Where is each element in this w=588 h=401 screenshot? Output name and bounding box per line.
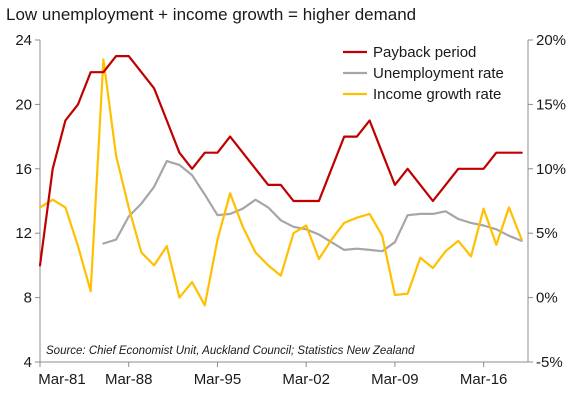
y-right-tick-label: 5%	[536, 225, 558, 242]
series-layer	[38, 55, 523, 307]
x-tick-label: Mar-88	[105, 371, 153, 388]
y-right-tick-label: 10%	[536, 161, 566, 178]
x-tick-label: Mar-81	[38, 371, 86, 388]
axes: 4 8 12 16 20 24 -5% 0% 5% 10% 15% 20% Mar-81 Mar-88 Ma…	[15, 32, 566, 388]
y-right-tick-label: 15%	[536, 96, 566, 113]
y-left-tick-label: 16	[15, 161, 32, 178]
y-left-tick-label: 8	[24, 290, 32, 307]
legend-label: Payback period	[373, 44, 476, 61]
legend: Payback period Unemployment rate Income gr…	[343, 44, 504, 103]
y-left-tick-label: 24	[15, 32, 32, 49]
x-tick-label: Mar-95	[194, 371, 242, 388]
y-right-tick-label: 0%	[536, 290, 558, 307]
series-line-income-growth-rate	[38, 58, 523, 307]
y-right-tick-label: -5%	[536, 354, 563, 371]
legend-label: Income growth rate	[373, 86, 501, 103]
x-tick-label: Mar-02	[282, 371, 330, 388]
source-note: Source: Chief Economist Unit, Auckland C…	[46, 345, 415, 357]
legend-label: Unemployment rate	[373, 65, 504, 82]
y-left-tick-label: 12	[15, 225, 32, 242]
series-line-payback-period	[38, 55, 523, 267]
series-line-unemployment-rate	[102, 160, 523, 253]
y-left-tick-label: 4	[24, 354, 32, 371]
y-left-tick-label: 20	[15, 96, 32, 113]
x-tick-label: Mar-09	[371, 371, 419, 388]
x-tick-label: Mar-16	[460, 371, 508, 388]
chart-title: Low unemployment + income growth = highe…	[6, 5, 416, 24]
y-right-tick-label: 20%	[536, 32, 566, 49]
